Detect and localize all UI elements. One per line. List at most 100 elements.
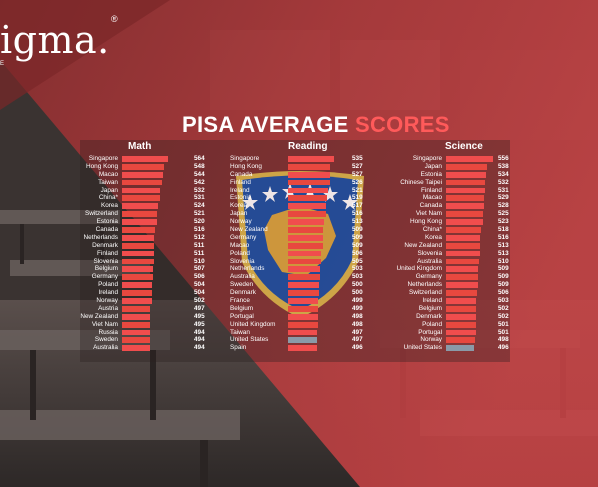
reading-country-label: Singapore: [230, 155, 260, 162]
reading-value-label: 500: [352, 281, 363, 289]
math-bar: [122, 219, 157, 225]
math-bar: [122, 282, 153, 289]
reading-value-label: 499: [352, 304, 363, 312]
brand-logo: igma.: [0, 18, 110, 62]
math-row: New Zealand 495: [80, 312, 286, 321]
math-value-label: 516: [194, 226, 205, 234]
reading-value-label: 500: [352, 289, 363, 297]
reading-value-label: 497: [352, 328, 363, 336]
math-country-label: Netherlands: [83, 233, 118, 241]
science-country-label: Macao: [422, 194, 442, 202]
reading-row: Sweden 500: [230, 281, 446, 289]
science-value-label: 513: [498, 249, 509, 257]
science-value-label: 532: [498, 178, 509, 186]
math-row: Sweden 494: [95, 336, 286, 344]
science-row: Canada 528: [384, 202, 544, 210]
science-bar: [446, 305, 477, 312]
math-value-label: 504: [194, 289, 205, 297]
math-row: Taiwan 542: [98, 179, 286, 187]
reading-country-label: Finland: [230, 178, 251, 186]
math-bar: [122, 211, 157, 218]
science-value-label: 534: [498, 170, 509, 178]
math-row: Canada 516: [96, 226, 286, 234]
math-row: Denmark 511: [92, 241, 286, 250]
science-row: China* 518: [384, 226, 544, 234]
science-bar: [446, 211, 484, 218]
science-row: Japan 538: [384, 163, 544, 171]
math-bar: [122, 187, 160, 194]
science-value-label: 501: [498, 328, 509, 336]
reading-bar: [288, 171, 331, 178]
science-bar: [446, 345, 475, 352]
reading-country-label: Taiwan: [230, 328, 250, 336]
math-value-label: 520: [194, 218, 205, 226]
science-value-label: 523: [498, 218, 509, 226]
math-value-label: 495: [194, 312, 205, 320]
math-value-label: 511: [194, 241, 205, 249]
science-country-label: Netherlands: [407, 281, 442, 289]
science-country-label: Finland: [421, 186, 442, 194]
math-row: Ireland 504: [98, 289, 286, 297]
science-chart: Singapore 556 Japan 538 Estonia 534 Chinese Ta…: [384, 155, 544, 352]
math-country-label: Singapore: [88, 155, 118, 162]
reading-value-label: 509: [352, 226, 363, 234]
math-value-label: 494: [194, 344, 205, 352]
reading-row: Portugal 498: [230, 312, 446, 321]
reading-value-label: 527: [352, 170, 363, 178]
science-bar: [446, 274, 479, 281]
reading-value-label: 513: [352, 218, 363, 226]
science-value-label: 516: [498, 233, 509, 241]
science-row: New Zealand 513: [384, 242, 544, 250]
math-country-label: Korea: [100, 202, 118, 210]
math-bar: [122, 234, 155, 241]
science-row: Australia 510: [384, 258, 544, 266]
reading-value-label: 505: [352, 257, 363, 265]
science-country-label: Korea: [424, 233, 442, 241]
science-row: Norway 498: [384, 336, 544, 344]
reading-row: Japan 516: [230, 210, 446, 218]
math-row: Australia 494: [93, 344, 286, 352]
reading-value-label: 527: [352, 162, 363, 170]
reading-country-label: New Zealand: [230, 226, 268, 234]
science-value-label: 513: [498, 241, 509, 249]
math-bar: [122, 290, 153, 296]
math-country-label: Viet Nam: [91, 320, 118, 328]
science-bar: [446, 250, 480, 257]
math-country-label: Australia: [93, 344, 118, 352]
science-bar: [446, 163, 488, 170]
reading-value-label: 516: [352, 210, 363, 218]
math-row: Austria 497: [98, 305, 286, 313]
reading-country-label: Macao: [230, 241, 250, 249]
reading-value-label: 509: [352, 233, 363, 241]
math-country-label: Hong Kong: [86, 162, 118, 170]
science-bar: [446, 321, 476, 328]
science-row: Slovenia 513: [384, 250, 544, 258]
reading-country-label: Korea: [230, 202, 248, 210]
reading-row: United Kingdom 498: [230, 320, 446, 329]
reading-country-label: Netherlands: [230, 265, 265, 273]
reading-value-label: 503: [352, 265, 363, 273]
reading-value-label: 498: [352, 312, 363, 320]
reading-value-label: 535: [352, 155, 363, 162]
science-row: United States 496: [384, 344, 544, 352]
reading-row: Taiwan 497: [230, 328, 446, 337]
reading-bar: [288, 258, 321, 265]
reading-row: Singapore 535: [230, 155, 446, 163]
math-row: Hong Kong 548: [86, 163, 286, 171]
science-country-label: Japan: [424, 162, 442, 170]
math-row: Switzerland 521: [85, 210, 286, 218]
reading-value-label: 498: [352, 320, 363, 328]
science-country-label: Viet Nam: [415, 210, 442, 218]
science-value-label: 538: [498, 162, 509, 170]
science-row: Viet Nam 525: [384, 210, 544, 218]
science-bar: [446, 329, 476, 336]
reading-bar: [288, 179, 330, 186]
science-row: Denmark 502: [384, 313, 544, 321]
math-bar: [122, 203, 158, 210]
math-bar: [122, 179, 163, 186]
science-value-label: 528: [498, 202, 509, 210]
reading-value-label: 509: [352, 241, 363, 249]
reading-country-label: Belgium: [230, 304, 254, 312]
science-country-label: Portugal: [418, 328, 442, 336]
reading-bar: [288, 298, 319, 304]
